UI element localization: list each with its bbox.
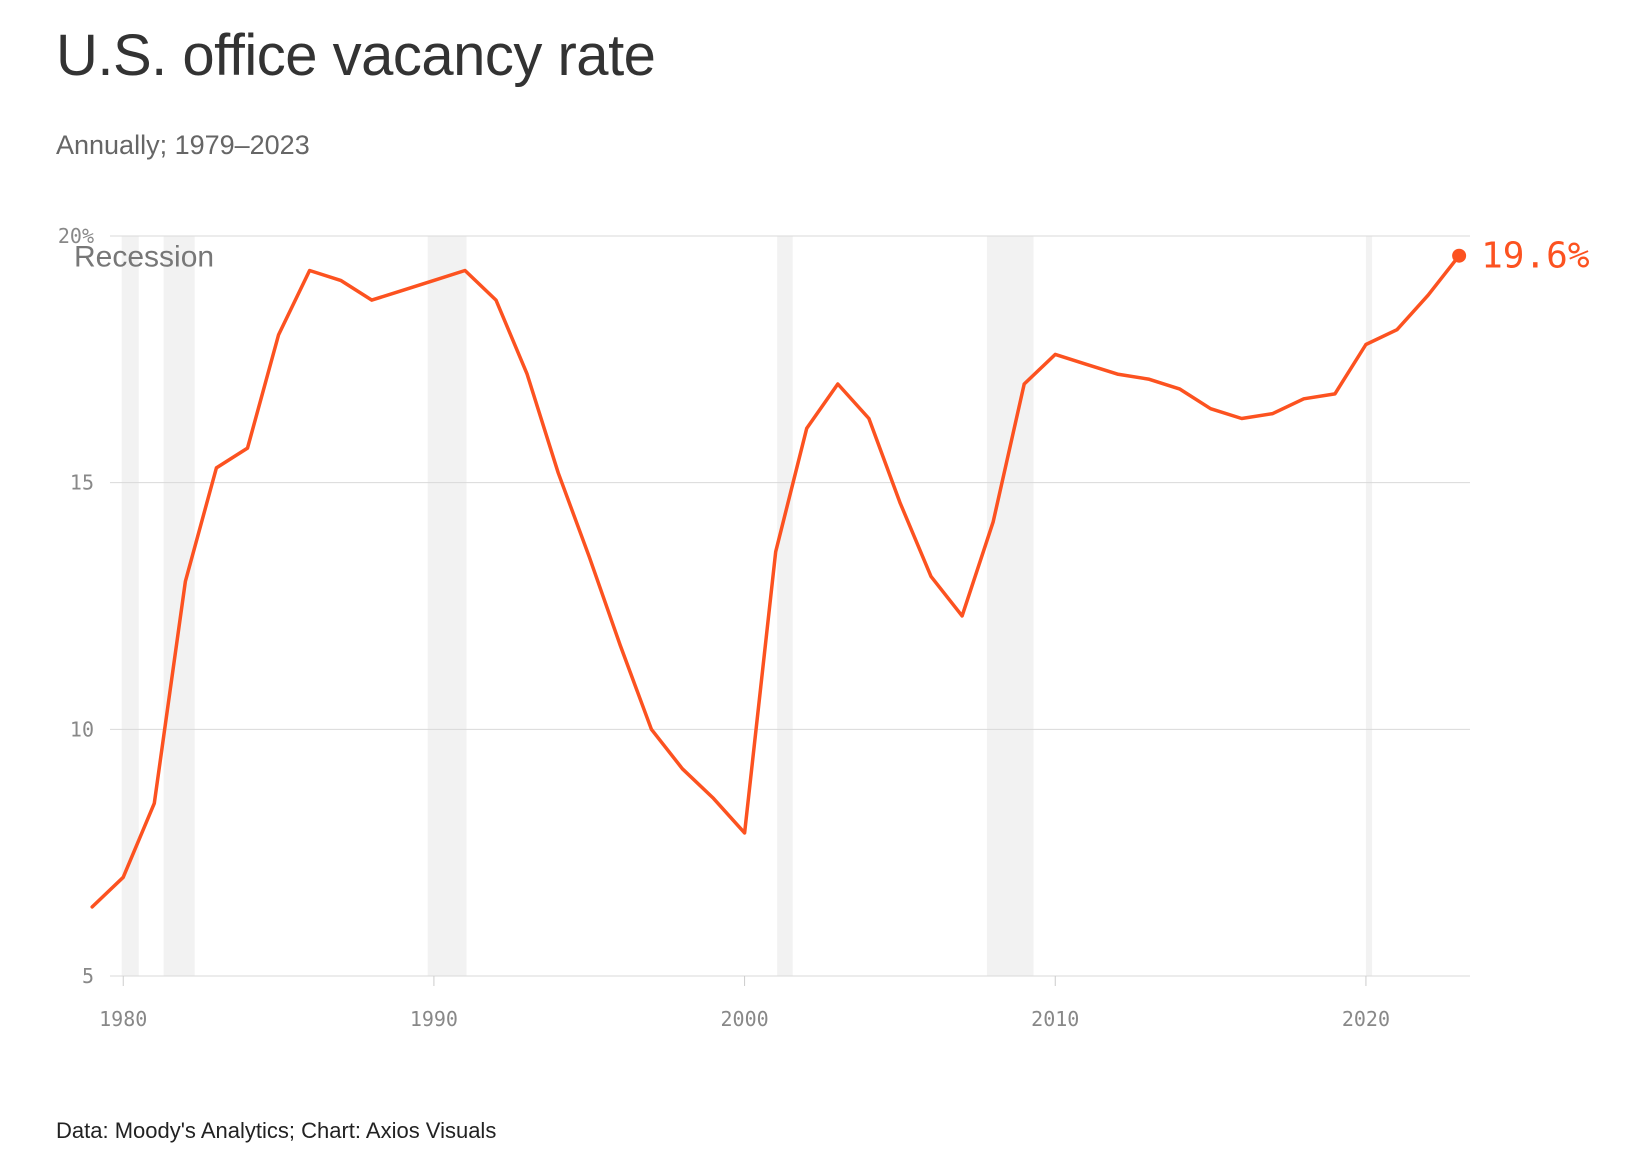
recession-band (121, 236, 139, 976)
x-axis: 1980 1990 2000 2010 2020 (99, 976, 1390, 1031)
recession-label: Recession (74, 241, 214, 274)
recession-band (777, 236, 793, 976)
x-tick-label: 1990 (410, 1007, 458, 1031)
x-tick-label: 2010 (1031, 1007, 1079, 1031)
series-line (90, 253, 1461, 909)
y-tick-label: 20% (58, 224, 94, 248)
x-tick-label: 2020 (1342, 1007, 1390, 1031)
y-tick-label: 15 (70, 471, 94, 495)
recession-bands (121, 236, 1373, 976)
end-value-label: 19.6% (1481, 236, 1590, 277)
end-point-marker (1452, 248, 1467, 263)
series (90, 248, 1467, 909)
gridlines: 5 10 15 20% (58, 224, 1470, 988)
y-tick-label: 5 (82, 964, 94, 988)
recession-band (986, 236, 1034, 976)
y-tick-label: 10 (70, 717, 94, 741)
x-tick-label: 1980 (99, 1007, 147, 1031)
chart-subtitle: Annually; 1979–2023 (56, 130, 310, 160)
source-note: Data: Moody's Analytics; Chart: Axios Vi… (56, 1118, 497, 1143)
recession-band (163, 236, 195, 976)
x-tick-label: 2000 (720, 1007, 768, 1031)
recession-band (1365, 236, 1373, 976)
chart-title: U.S. office vacancy rate (56, 23, 656, 88)
recession-band (427, 236, 467, 976)
